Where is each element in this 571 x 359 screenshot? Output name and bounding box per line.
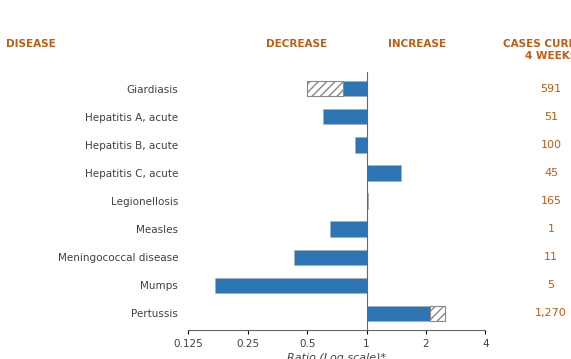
Bar — [323, 109, 367, 125]
Bar — [367, 193, 368, 209]
Text: CASES CURRENT
4 WEEKS: CASES CURRENT 4 WEEKS — [502, 39, 571, 61]
Bar — [294, 250, 367, 265]
Bar — [367, 306, 445, 321]
Text: 11: 11 — [544, 252, 558, 262]
Bar — [215, 278, 367, 293]
Bar — [329, 222, 367, 237]
Bar — [367, 165, 401, 181]
X-axis label: Ratio (Log scale)*: Ratio (Log scale)* — [287, 354, 387, 359]
Text: INCREASE: INCREASE — [388, 39, 446, 50]
Text: 100: 100 — [541, 140, 561, 150]
Text: 45: 45 — [544, 168, 558, 178]
Bar — [307, 81, 343, 96]
Bar — [430, 306, 445, 321]
Bar — [355, 137, 367, 153]
Text: 5: 5 — [548, 280, 554, 290]
Bar — [343, 81, 367, 96]
Text: 165: 165 — [541, 196, 561, 206]
Text: 1,270: 1,270 — [535, 308, 567, 318]
Text: 591: 591 — [541, 84, 561, 94]
Text: DISEASE: DISEASE — [6, 39, 55, 50]
Text: 51: 51 — [544, 112, 558, 122]
Text: 1: 1 — [548, 224, 554, 234]
Text: DECREASE: DECREASE — [266, 39, 328, 50]
